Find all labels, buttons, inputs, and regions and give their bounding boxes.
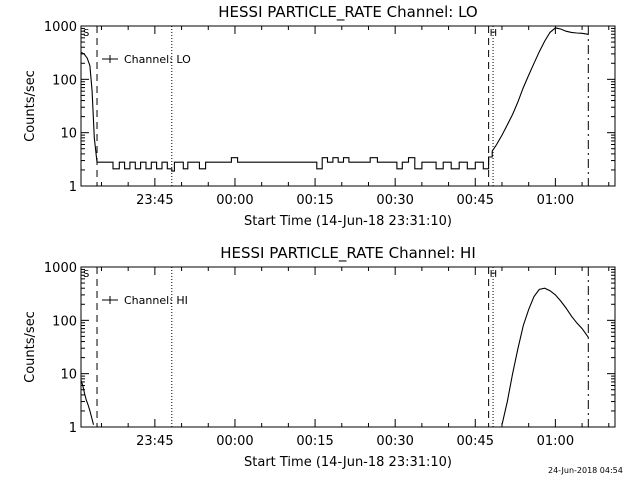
x-tick-label: 01:00 <box>537 434 574 449</box>
chart-panel-1: HESSI PARTICLE_RATE Channel: LO 1 10 100 100… <box>23 3 616 229</box>
y-tick-label: 100 <box>52 314 77 329</box>
x-tick-label: 00:00 <box>216 193 253 208</box>
data-series-1 <box>80 380 95 425</box>
y-tick-label: 1000 <box>44 20 77 35</box>
h-marker: H <box>490 269 498 280</box>
data-series-1 <box>80 27 589 172</box>
x-tick-label: 01:00 <box>537 193 574 208</box>
legend-label: Channel: LO <box>124 53 191 66</box>
generation-timestamp: 24-Jun-2018 04:54 <box>548 466 623 475</box>
plot-frame <box>80 25 616 187</box>
x-tick-label: 23:45 <box>136 434 173 449</box>
y-tick-label: 10 <box>60 368 77 383</box>
y-axis-label: Counts/sec <box>23 311 38 383</box>
h-marker: H <box>490 28 498 39</box>
x-axis-label: Start Time (14-Jun-18 23:31:10) <box>244 455 452 470</box>
y-tick-label: 1 <box>69 421 77 436</box>
x-tick-label: 00:00 <box>216 434 253 449</box>
saa-marker: S <box>83 269 89 280</box>
x-tick-label: 00:45 <box>457 434 494 449</box>
x-tick-label: 00:45 <box>457 193 494 208</box>
chart-title: HESSI PARTICLE_RATE Channel: LO <box>218 3 477 22</box>
y-tick-label: 10 <box>60 127 77 142</box>
chart-title: HESSI PARTICLE_RATE Channel: HI <box>220 244 476 263</box>
y-axis-label: Counts/sec <box>23 70 38 142</box>
chart-panel-2: HESSI PARTICLE_RATE Channel: HI 1 10 100 100… <box>23 244 616 470</box>
x-tick-label: 23:45 <box>136 193 173 208</box>
x-tick-label: 00:30 <box>376 434 413 449</box>
y-tick-label: 100 <box>52 73 77 88</box>
saa-marker: S <box>83 28 89 39</box>
y-tick-label: 1 <box>69 180 77 195</box>
x-axis-label: Start Time (14-Jun-18 23:31:10) <box>244 214 452 229</box>
data-series-2 <box>501 287 589 425</box>
plot-frame <box>80 266 616 428</box>
x-tick-label: 00:15 <box>296 434 333 449</box>
y-tick-label: 1000 <box>44 261 77 276</box>
x-tick-label: 00:30 <box>376 193 413 208</box>
legend-label: Channel: HI <box>124 294 188 307</box>
x-tick-label: 00:15 <box>296 193 333 208</box>
